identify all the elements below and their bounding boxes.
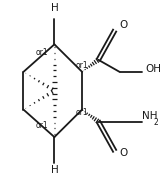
Text: OH: OH bbox=[146, 64, 162, 74]
Text: or1: or1 bbox=[76, 108, 88, 117]
Text: or1: or1 bbox=[35, 121, 48, 130]
Text: or1: or1 bbox=[35, 48, 48, 57]
Text: H: H bbox=[50, 3, 58, 13]
Text: 2: 2 bbox=[154, 118, 158, 127]
Text: or1: or1 bbox=[76, 61, 88, 70]
Text: NH: NH bbox=[142, 111, 158, 121]
Text: O: O bbox=[120, 20, 128, 30]
Text: O: O bbox=[120, 148, 128, 158]
Text: H: H bbox=[50, 165, 58, 175]
